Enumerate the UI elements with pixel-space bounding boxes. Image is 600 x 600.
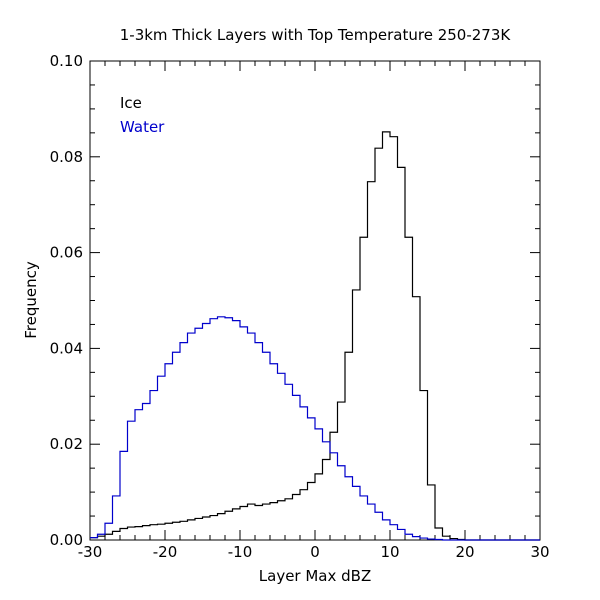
x-tick-label: -30 xyxy=(78,543,103,561)
series-line-ice xyxy=(90,131,540,541)
axes: -30 -20 -10 0 10 20 30 0.00 0.02 0.04 0.06 0.08 0.10 xyxy=(50,52,550,561)
chart-title: 1-3km Thick Layers with Top Temperature … xyxy=(120,26,512,44)
y-tick-label: 0.10 xyxy=(50,52,83,70)
x-axis-label: Layer Max dBZ xyxy=(259,567,371,585)
legend-item-ice: Ice xyxy=(120,94,142,112)
y-axis-label: Frequency xyxy=(22,261,40,339)
x-tick-label: -20 xyxy=(153,543,178,561)
legend-item-water: Water xyxy=(120,118,165,136)
y-tick-label: 0.06 xyxy=(50,244,83,262)
x-tick-label: 0 xyxy=(310,543,320,561)
x-tick-label: 30 xyxy=(530,543,549,561)
y-tick-label: 0.02 xyxy=(50,435,83,453)
y-tick-label: 0.00 xyxy=(50,531,83,549)
y-tick-label: 0.04 xyxy=(50,339,83,357)
x-tick-label: -10 xyxy=(228,543,253,561)
x-tick-label: 20 xyxy=(455,543,474,561)
y-tick-label: 0.08 xyxy=(50,148,83,166)
series-line-water xyxy=(90,316,540,541)
x-tick-label: 10 xyxy=(380,543,399,561)
plot-series xyxy=(90,131,540,541)
